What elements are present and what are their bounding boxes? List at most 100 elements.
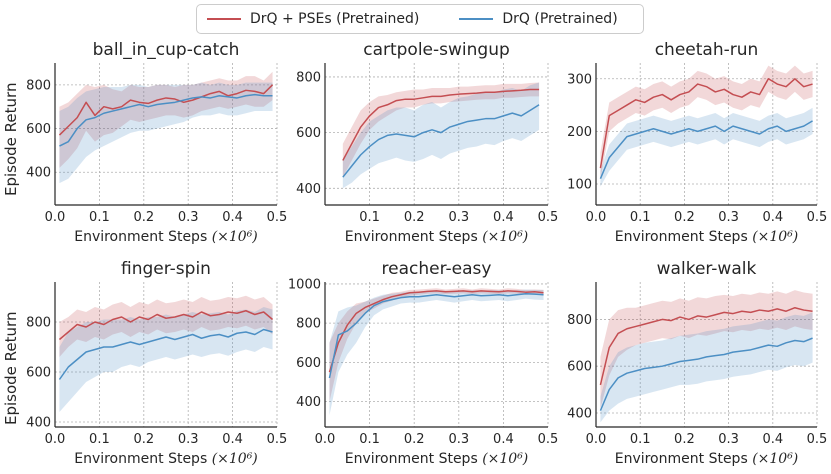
x-axis-label: Environment Steps (×10⁶) (74, 451, 258, 467)
y-tick-label: 100 (567, 177, 592, 192)
x-axis-label: Environment Steps (×10⁶) (615, 451, 799, 467)
legend-entry-drq-pses: DrQ + PSEs (Pretrained) (197, 11, 419, 27)
y-tick-label: 600 (567, 360, 592, 375)
legend-entry-drq: DrQ (Pretrained) (449, 11, 618, 27)
confidence-band-drq-pses (342, 82, 540, 178)
series-line-drq (59, 93, 273, 147)
x-tick-label: 0.3 (718, 432, 739, 447)
y-tick-label: 600 (26, 366, 51, 381)
x-tick-label: 0.4 (222, 432, 243, 447)
y-tick-label: 800 (26, 316, 51, 331)
confidence-band-drq (59, 307, 273, 412)
x-axis-label-unit: (×10⁶) (212, 229, 258, 245)
x-tick-label: 0.5 (267, 210, 288, 225)
x-tick-label: 0.5 (807, 210, 828, 225)
y-tick-label: 1000 (288, 277, 321, 292)
x-tick-label: 0.3 (718, 210, 739, 225)
x-axis-label: Environment Steps (×10⁶) (74, 229, 258, 245)
x-axis-label-text: Environment Steps (615, 451, 752, 467)
chart-panel-0: 0.0 0.1 0.2 0.3 0.4 0.5 400 600 800 ball_in_cup-c… (26, 40, 287, 245)
series-line-drq (599, 120, 813, 179)
x-tick-label: 0.3 (448, 432, 469, 447)
x-axis-label: Environment Steps (×10⁶) (615, 229, 799, 245)
x-tick-label: 0.4 (493, 210, 514, 225)
y-tick-label: 800 (26, 78, 51, 93)
x-tick-label: 0.2 (404, 432, 425, 447)
x-axis-label-text: Environment Steps (345, 451, 482, 467)
x-tick-label: 0.3 (178, 210, 199, 225)
x-tick-label: 0.1 (630, 432, 651, 447)
x-tick-label: 0.1 (89, 432, 110, 447)
chart-title: ball_in_cup-catch (93, 40, 240, 60)
series-line-drq-pses (328, 290, 544, 373)
x-tick-label: 0.0 (586, 432, 607, 447)
y-tick-label: 800 (567, 313, 592, 328)
legend-label: DrQ + PSEs (Pretrained) (250, 11, 420, 27)
y-tick-label: 300 (567, 72, 592, 87)
series-line-drq-pses (58, 84, 274, 136)
x-tick-label: 0.1 (89, 210, 110, 225)
chart-panel-5: 0.0 0.1 0.2 0.3 0.4 0.5 400 600 800 walker-walk En… (567, 259, 827, 467)
x-tick-label: 0.1 (630, 210, 651, 225)
chart-title: walker-walk (657, 259, 757, 279)
confidence-band-drq-pses (600, 290, 813, 409)
x-axis-label-unit: (×10⁶) (482, 229, 528, 245)
series-line-drq (58, 328, 273, 380)
series-line-drq (342, 104, 540, 178)
x-tick-label: 0.5 (807, 432, 828, 447)
y-tick-label: 400 (567, 406, 592, 421)
x-tick-label: 0.2 (674, 432, 695, 447)
y-tick-label: 400 (26, 166, 51, 181)
series-line-drq (328, 293, 544, 379)
y-tick-label: 600 (296, 126, 321, 141)
x-tick-label: 0.3 (178, 432, 199, 447)
confidence-band-drq (342, 82, 540, 189)
x-tick-label: 0.5 (538, 432, 559, 447)
series-line-drq-pses (58, 310, 274, 341)
confidence-band-drq (600, 312, 813, 423)
x-tick-label: 0.2 (133, 210, 154, 225)
x-axis-label-text: Environment Steps (74, 451, 211, 467)
x-tick-label: 0.1 (359, 432, 380, 447)
x-axis-label-text: Environment Steps (345, 229, 482, 245)
series-line-drq (599, 337, 813, 411)
series-line-drq-pses (599, 306, 813, 386)
x-axis-label-unit: (×10⁶) (482, 451, 528, 467)
x-axis-label: Environment Steps (×10⁶) (345, 229, 529, 245)
y-tick-label: 400 (26, 416, 51, 431)
legend: DrQ + PSEs (Pretrained) DrQ (Pretrained) (196, 4, 644, 34)
x-axis-label: Environment Steps (×10⁶) (345, 451, 529, 467)
series-line-drq-pses (342, 88, 540, 161)
confidence-band-drq (59, 82, 273, 184)
confidence-band-drq (600, 107, 813, 187)
y-tick-label: 800 (296, 317, 321, 332)
x-tick-label: 0.2 (133, 432, 154, 447)
chart-title: reacher-easy (382, 259, 492, 279)
y-tick-label: 600 (296, 356, 321, 371)
chart-panel-4: 0.0 0.1 0.2 0.3 0.4 0.5 400 600 800 1000 reacher-e… (288, 259, 558, 467)
confidence-band-drq-pses (59, 295, 273, 357)
x-axis-label-unit: (×10⁶) (752, 451, 798, 467)
chart-title: cartpole-swingup (363, 40, 510, 60)
x-tick-label: 0.0 (45, 432, 66, 447)
y-tick-label: 800 (296, 70, 321, 85)
chart-panel-3: 0.0 0.1 0.2 0.3 0.4 0.5 400 600 800 finger-spin En… (26, 259, 287, 467)
chart-title: cheetah-run (655, 40, 759, 60)
chart-title: finger-spin (121, 259, 211, 279)
x-tick-label: 0.4 (222, 210, 243, 225)
confidence-band-drq (329, 289, 544, 416)
x-axis-label-unit: (×10⁶) (752, 229, 798, 245)
y-tick-label: 200 (567, 125, 592, 140)
x-tick-label: 0.4 (493, 432, 514, 447)
x-tick-label: 0.2 (674, 210, 695, 225)
x-tick-label: 0.0 (586, 210, 607, 225)
series-line-drq-pses (599, 78, 813, 169)
y-tick-label: 400 (296, 182, 321, 197)
x-axis-label-text: Environment Steps (615, 229, 752, 245)
legend-label: DrQ (Pretrained) (502, 11, 618, 27)
x-tick-label: 0.5 (538, 210, 559, 225)
y-tick-label: 400 (296, 395, 321, 410)
chart-panel-2: 0.0 0.1 0.2 0.3 0.4 0.5 100 200 300 cheetah-run En… (567, 40, 827, 245)
legend-swatch-red (207, 18, 241, 20)
